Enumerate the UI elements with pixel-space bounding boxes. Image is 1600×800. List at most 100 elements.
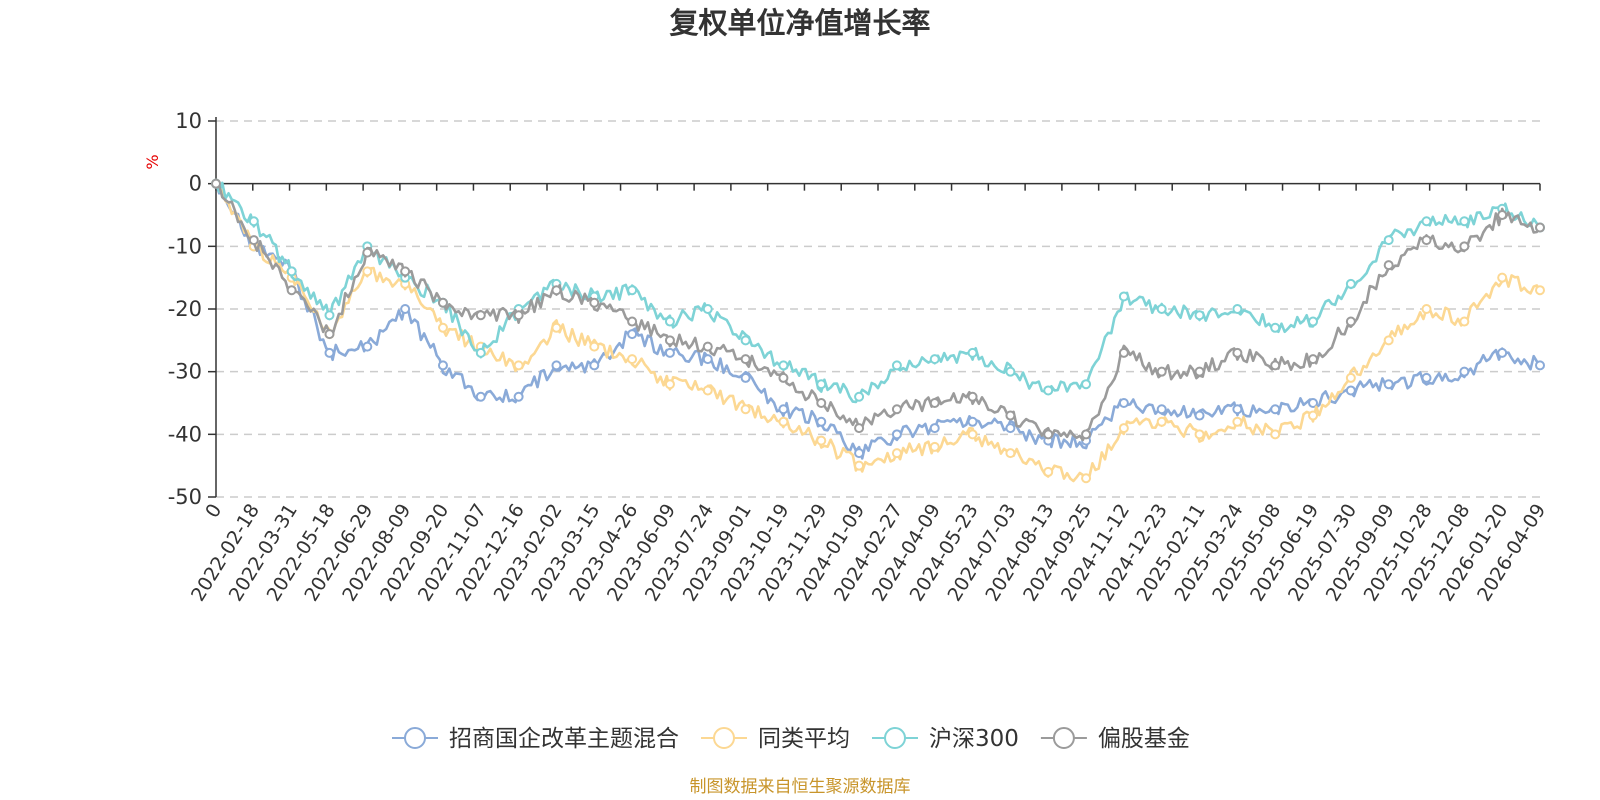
y-tick-label: 10: [175, 109, 202, 133]
y-tick-label: 0: [189, 172, 202, 196]
x-tick-labels: 02022-02-182022-03-312022-05-182022-06-2…: [187, 500, 1550, 605]
data-point: [816, 435, 827, 446]
data-point: [740, 372, 751, 383]
data-point: [1270, 429, 1281, 440]
data-point: [362, 266, 373, 277]
legend-item-2[interactable]: 同类平均: [701, 726, 850, 752]
data-point: [778, 372, 789, 383]
data-point: [854, 448, 865, 459]
data-point: [400, 266, 411, 277]
data-point: [967, 391, 978, 402]
data-point: [1118, 398, 1129, 408]
data-point: [1194, 429, 1205, 440]
x-tick-label: 0: [201, 500, 226, 522]
y-tick-labels: 10 0 -10 -20 -30 -40 -50: [168, 109, 202, 509]
y-tick-label: -40: [168, 422, 202, 446]
data-point: [1308, 398, 1319, 408]
y-tick-label: -10: [168, 234, 202, 258]
data-point: [664, 379, 675, 390]
data-point: [627, 316, 638, 327]
legend-label: 招商国企改革主题混合: [449, 726, 679, 752]
legend-item-3[interactable]: 沪深300: [872, 726, 1019, 752]
data-point: [702, 341, 713, 352]
data-point: [1421, 304, 1432, 314]
data-point: [702, 304, 713, 314]
data-point: [286, 285, 297, 296]
data-point: [589, 360, 600, 371]
series-line-4: [214, 182, 1542, 442]
legend-marker: [884, 727, 906, 749]
data-point: [324, 310, 335, 321]
data-point: [740, 354, 751, 365]
data-point: [1232, 347, 1243, 358]
data-point: [551, 360, 562, 371]
data-point: [740, 404, 751, 415]
data-point: [664, 316, 675, 327]
data-point: [1005, 448, 1016, 459]
data-point: [1194, 310, 1205, 321]
data-point: [1535, 360, 1545, 371]
data-point: [740, 335, 751, 346]
data-point: [1156, 366, 1167, 377]
data-point: [1459, 366, 1470, 377]
data-point: [589, 341, 600, 352]
data-point: [967, 347, 978, 358]
data-point: [551, 322, 562, 333]
legend-marker: [404, 727, 426, 749]
data-point: [967, 416, 978, 427]
legend-marker: [713, 727, 735, 749]
data-point: [1118, 291, 1129, 302]
data-point: [1459, 216, 1470, 227]
data-point: [1270, 360, 1281, 371]
data-point: [854, 391, 865, 402]
data-point: [854, 423, 865, 434]
data-point: [589, 297, 600, 308]
data-point: [248, 235, 259, 246]
data-point: [664, 335, 675, 346]
data-point: [475, 347, 486, 358]
data-point: [1345, 278, 1356, 289]
data-point: [1118, 423, 1129, 434]
data-point: [778, 404, 789, 415]
data-point: [1232, 404, 1243, 415]
data-point: [1497, 272, 1508, 283]
data-point: [1421, 235, 1432, 246]
data-point: [778, 360, 789, 371]
data-point: [816, 379, 827, 390]
data-point: [929, 398, 940, 408]
data-point: [1118, 347, 1129, 358]
legend: 招商国企改革主题混合 同类平均 沪深300 偏股基金: [392, 726, 1190, 752]
data-point: [702, 354, 713, 365]
data-point: [362, 247, 373, 258]
data-point: [967, 429, 978, 440]
legend-label: 同类平均: [758, 726, 850, 752]
data-point: [248, 216, 259, 227]
grid-lines: [216, 120, 1540, 498]
legend-item-1[interactable]: 招商国企改革主题混合: [392, 726, 679, 752]
data-point: [1383, 235, 1394, 246]
data-point: [1345, 316, 1356, 327]
data-point: [400, 304, 411, 314]
data-point: [664, 347, 675, 358]
data-source-note: 制图数据来自恒生聚源数据库: [690, 777, 911, 797]
data-point: [816, 416, 827, 427]
data-point: [1043, 385, 1054, 396]
data-point: [475, 391, 486, 402]
data-point: [1005, 366, 1016, 377]
data-point: [1194, 366, 1205, 377]
series-line-1: [214, 182, 1542, 460]
data-point: [929, 423, 940, 434]
data-point: [1005, 423, 1016, 434]
chart-title: 复权单位净值增长率: [669, 6, 930, 40]
data-point: [702, 385, 713, 396]
data-point: [891, 404, 902, 415]
legend-item-4[interactable]: 偏股基金: [1040, 726, 1190, 752]
data-point: [437, 360, 448, 371]
data-point: [1383, 260, 1394, 271]
data-point: [1421, 372, 1432, 383]
data-point: [1535, 285, 1545, 296]
data-point: [1156, 416, 1167, 427]
data-point: [513, 391, 524, 402]
data-point: [778, 416, 789, 427]
